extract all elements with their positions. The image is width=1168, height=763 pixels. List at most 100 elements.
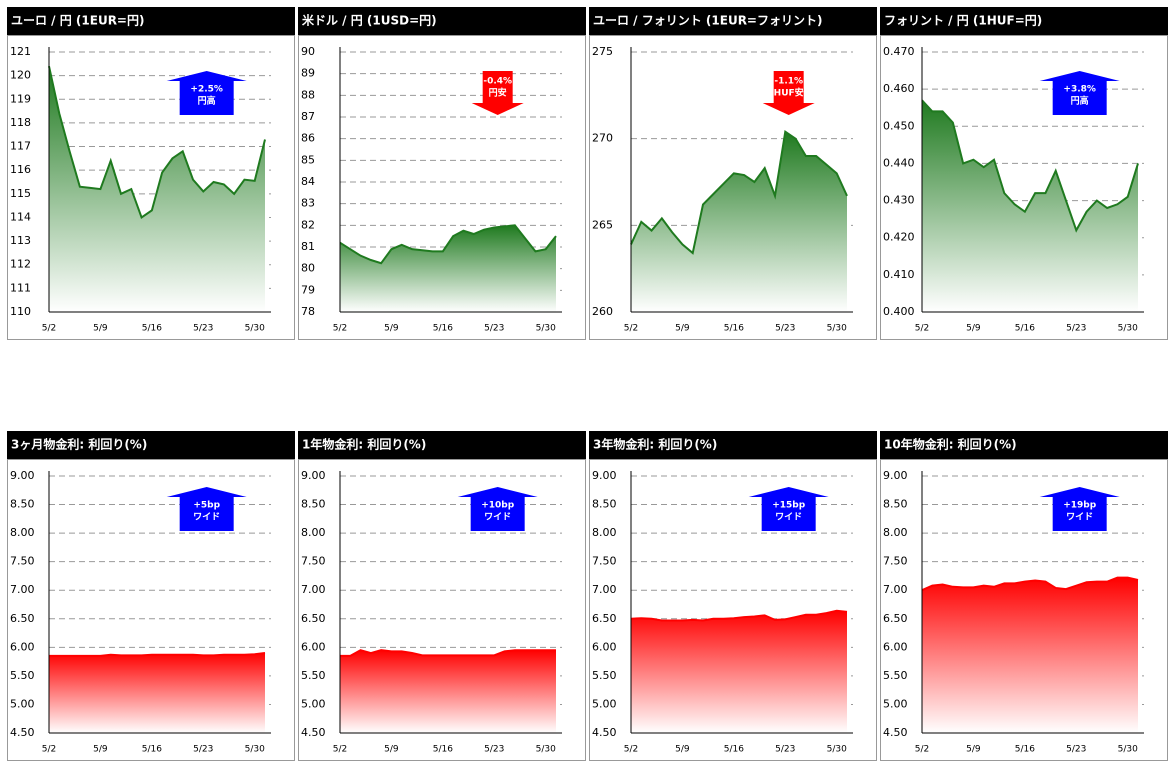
change-arrow <box>166 487 247 531</box>
y-tick-label: 8.50 <box>10 498 35 511</box>
y-tick-label: 0.470 <box>883 45 915 58</box>
title-bar <box>298 7 586 35</box>
y-tick-label: 5.00 <box>301 697 326 710</box>
change-label: +5bp <box>193 501 220 511</box>
change-label: HUF安 <box>774 87 804 99</box>
y-tick-label: 79 <box>301 283 315 296</box>
change-label: +15bp <box>772 501 806 511</box>
y-tick-label: 0.420 <box>883 231 915 244</box>
x-tick-label: 5/2 <box>42 745 56 755</box>
y-tick-label: 113 <box>10 234 31 247</box>
x-tick-label: 5/16 <box>724 745 744 755</box>
x-tick-label: 5/23 <box>484 745 504 755</box>
y-tick-label: 0.460 <box>883 82 915 95</box>
title-bar <box>7 431 295 459</box>
y-tick-label: 5.50 <box>592 669 617 682</box>
title-bar <box>589 7 877 35</box>
y-tick-label: 121 <box>10 45 31 58</box>
x-tick-label: 5/23 <box>775 324 795 334</box>
change-arrow <box>1039 487 1120 531</box>
y-tick-label: 260 <box>592 305 613 318</box>
y-tick-label: 86 <box>301 132 315 145</box>
area <box>49 66 265 312</box>
change-label: ワイド <box>484 512 511 523</box>
change-arrow <box>471 71 524 115</box>
title-bar <box>589 431 877 459</box>
y-tick-label: 89 <box>301 67 315 80</box>
chart-title: ユーロ / 円 (1EUR=円) <box>11 14 144 28</box>
y-tick-label: 117 <box>10 140 31 153</box>
chart-title: 10年物金利: 利回り(%) <box>884 437 1017 452</box>
y-tick-label: 6.00 <box>301 640 326 653</box>
x-tick-label: 5/2 <box>333 745 347 755</box>
y-tick-label: 83 <box>301 197 315 210</box>
x-tick-label: 5/2 <box>915 324 929 334</box>
change-arrow <box>166 71 247 115</box>
y-tick-label: 80 <box>301 262 315 275</box>
y-tick-label: 115 <box>10 187 31 200</box>
change-label: ワイド <box>1066 512 1093 523</box>
x-tick-label: 5/16 <box>433 745 453 755</box>
y-tick-label: 7.00 <box>883 583 908 596</box>
x-tick-label: 5/9 <box>966 324 981 334</box>
change-label: 円高 <box>198 95 216 107</box>
chart-title: 米ドル / 円 (1USD=円) <box>302 13 437 28</box>
y-tick-label: 9.00 <box>883 469 908 482</box>
change-label: -1.1% <box>774 77 803 87</box>
y-tick-label: 7.00 <box>10 583 35 596</box>
x-tick-label: 5/16 <box>1015 745 1035 755</box>
y-tick-label: 6.00 <box>10 640 35 653</box>
y-tick-label: 78 <box>301 305 315 318</box>
y-tick-label: 5.50 <box>301 669 326 682</box>
change-label: +10bp <box>481 501 515 511</box>
y-tick-label: 8.00 <box>592 526 617 539</box>
area <box>340 650 556 733</box>
y-tick-label: 7.50 <box>10 555 35 568</box>
y-tick-label: 120 <box>10 69 31 82</box>
chart-title: フォリント / 円 (1HUF=円) <box>884 14 1042 28</box>
y-tick-label: 9.00 <box>10 469 35 482</box>
line <box>339 224 557 265</box>
x-tick-label: 5/2 <box>915 745 929 755</box>
y-tick-label: 8.00 <box>301 526 326 539</box>
y-tick-label: 87 <box>301 110 315 123</box>
y-tick-label: 0.440 <box>883 156 915 169</box>
y-tick-label: 4.50 <box>10 726 35 739</box>
x-tick-label: 5/30 <box>536 745 556 755</box>
y-tick-label: 0.450 <box>883 119 915 132</box>
change-label: +19bp <box>1063 501 1097 511</box>
line <box>48 65 266 220</box>
x-tick-label: 5/9 <box>93 324 108 334</box>
x-tick-label: 5/23 <box>1066 324 1086 334</box>
y-tick-label: 5.00 <box>883 697 908 710</box>
x-tick-label: 5/2 <box>624 324 638 334</box>
x-tick-label: 5/2 <box>333 324 347 334</box>
change-arrow <box>457 487 538 531</box>
x-tick-label: 5/16 <box>433 324 453 334</box>
y-tick-label: 5.50 <box>10 669 35 682</box>
line <box>921 576 1139 592</box>
change-arrow <box>1039 71 1120 115</box>
y-tick-label: 81 <box>301 240 315 253</box>
change-arrow <box>762 71 815 115</box>
x-tick-label: 5/23 <box>193 324 213 334</box>
area <box>340 225 556 312</box>
y-tick-label: 111 <box>10 281 31 294</box>
y-tick-label: 114 <box>10 210 31 223</box>
y-tick-label: 6.00 <box>592 640 617 653</box>
y-tick-label: 112 <box>10 258 31 271</box>
y-tick-label: 8.00 <box>10 526 35 539</box>
y-tick-label: 0.410 <box>883 268 915 281</box>
y-tick-label: 7.00 <box>592 583 617 596</box>
title-bar <box>880 431 1168 459</box>
line <box>49 652 266 657</box>
x-tick-label: 5/23 <box>775 745 795 755</box>
area <box>922 100 1138 313</box>
line <box>630 130 848 255</box>
y-tick-label: 7.50 <box>301 555 326 568</box>
y-tick-label: 85 <box>301 153 315 166</box>
y-tick-label: 270 <box>592 132 613 145</box>
x-tick-label: 5/9 <box>384 324 399 334</box>
y-tick-label: 88 <box>301 88 315 101</box>
